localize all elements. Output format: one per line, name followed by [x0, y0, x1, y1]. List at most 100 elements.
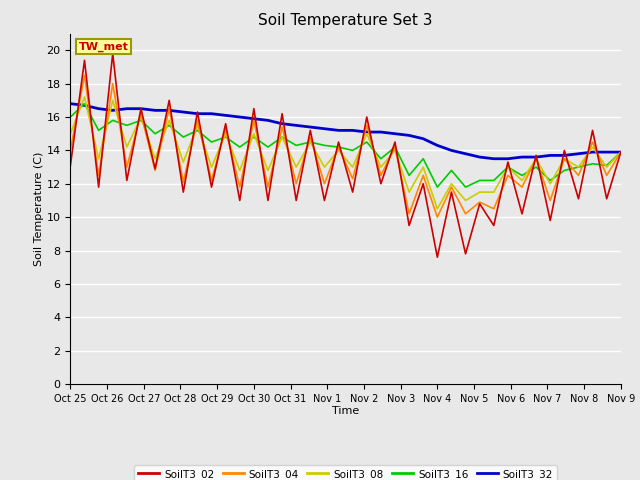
SoilT3_04 [264, 184, 272, 190]
SoilT3_16 [589, 161, 596, 167]
SoilT3_02 [95, 184, 102, 190]
SoilT3_02 [518, 211, 526, 216]
SoilT3_04 [321, 181, 328, 187]
SoilT3_04 [109, 81, 116, 86]
SoilT3_16 [67, 114, 74, 120]
SoilT3_16 [292, 143, 300, 148]
SoilT3_16 [137, 118, 145, 123]
SoilT3_04 [405, 211, 413, 216]
SoilT3_16 [476, 178, 483, 183]
SoilT3_02 [589, 128, 596, 133]
SoilT3_04 [504, 172, 512, 178]
SoilT3_04 [589, 139, 596, 145]
Line: SoilT3_16: SoilT3_16 [70, 104, 621, 187]
SoilT3_08 [137, 114, 145, 120]
SoilT3_08 [151, 156, 159, 162]
SoilT3_04 [476, 199, 483, 205]
SoilT3_16 [504, 164, 512, 170]
SoilT3_02 [447, 189, 455, 195]
SoilT3_04 [447, 184, 455, 190]
SoilT3_08 [208, 164, 216, 170]
SoilT3_16 [377, 156, 385, 162]
SoilT3_08 [335, 147, 342, 153]
SoilT3_16 [278, 134, 286, 140]
SoilT3_16 [447, 168, 455, 173]
SoilT3_04 [547, 198, 554, 204]
SoilT3_02 [67, 163, 74, 168]
SoilT3_32 [137, 106, 145, 111]
SoilT3_02 [349, 189, 356, 195]
SoilT3_08 [165, 118, 173, 123]
Line: SoilT3_04: SoilT3_04 [70, 75, 621, 217]
SoilT3_16 [575, 164, 582, 170]
SoilT3_02 [603, 196, 611, 202]
SoilT3_32 [561, 153, 568, 158]
SoilT3_08 [391, 147, 399, 153]
SoilT3_32 [222, 112, 230, 118]
SoilT3_08 [109, 97, 116, 103]
SoilT3_04 [137, 111, 145, 117]
SoilT3_32 [377, 129, 385, 135]
SoilT3_08 [236, 168, 244, 173]
SoilT3_08 [179, 159, 187, 165]
Legend: SoilT3_02, SoilT3_04, SoilT3_08, SoilT3_16, SoilT3_32: SoilT3_02, SoilT3_04, SoilT3_08, SoilT3_… [134, 465, 557, 480]
SoilT3_08 [264, 168, 272, 173]
SoilT3_02 [307, 128, 314, 133]
SoilT3_04 [532, 156, 540, 162]
SoilT3_32 [363, 129, 371, 135]
SoilT3_02 [109, 51, 116, 57]
SoilT3_16 [490, 178, 498, 183]
SoilT3_04 [151, 168, 159, 173]
Line: SoilT3_32: SoilT3_32 [70, 104, 621, 159]
SoilT3_08 [461, 198, 469, 204]
SoilT3_08 [222, 131, 230, 137]
SoilT3_04 [307, 134, 314, 140]
SoilT3_32 [292, 122, 300, 128]
SoilT3_04 [208, 178, 216, 183]
SoilT3_16 [547, 178, 554, 183]
SoilT3_16 [193, 128, 201, 133]
SoilT3_04 [81, 72, 88, 78]
SoilT3_08 [67, 131, 74, 137]
SoilT3_02 [208, 184, 216, 190]
SoilT3_04 [278, 124, 286, 130]
SoilT3_04 [193, 118, 201, 123]
SoilT3_32 [518, 154, 526, 160]
SoilT3_08 [547, 181, 554, 187]
SoilT3_32 [504, 156, 512, 162]
SoilT3_32 [405, 132, 413, 138]
SoilT3_08 [504, 164, 512, 170]
SoilT3_32 [307, 124, 314, 130]
SoilT3_02 [617, 149, 625, 155]
SoilT3_08 [518, 178, 526, 183]
SoilT3_32 [547, 153, 554, 158]
SoilT3_02 [292, 198, 300, 204]
SoilT3_08 [603, 164, 611, 170]
Title: Soil Temperature Set 3: Soil Temperature Set 3 [259, 13, 433, 28]
SoilT3_32 [476, 154, 483, 160]
SoilT3_02 [363, 114, 371, 120]
SoilT3_04 [165, 106, 173, 111]
SoilT3_08 [292, 164, 300, 170]
SoilT3_04 [461, 211, 469, 216]
SoilT3_04 [518, 184, 526, 190]
SoilT3_16 [151, 131, 159, 137]
SoilT3_08 [307, 139, 314, 145]
SoilT3_16 [391, 144, 399, 150]
SoilT3_02 [391, 139, 399, 145]
SoilT3_04 [575, 172, 582, 178]
SoilT3_04 [490, 206, 498, 212]
SoilT3_02 [335, 139, 342, 145]
SoilT3_04 [391, 144, 399, 150]
SoilT3_08 [575, 164, 582, 170]
SoilT3_08 [278, 134, 286, 140]
SoilT3_16 [349, 147, 356, 153]
SoilT3_16 [433, 184, 441, 190]
SoilT3_08 [123, 144, 131, 150]
SoilT3_32 [391, 131, 399, 137]
SoilT3_16 [419, 156, 427, 162]
SoilT3_32 [575, 151, 582, 156]
SoilT3_32 [67, 101, 74, 107]
SoilT3_16 [518, 172, 526, 178]
SoilT3_02 [151, 166, 159, 172]
